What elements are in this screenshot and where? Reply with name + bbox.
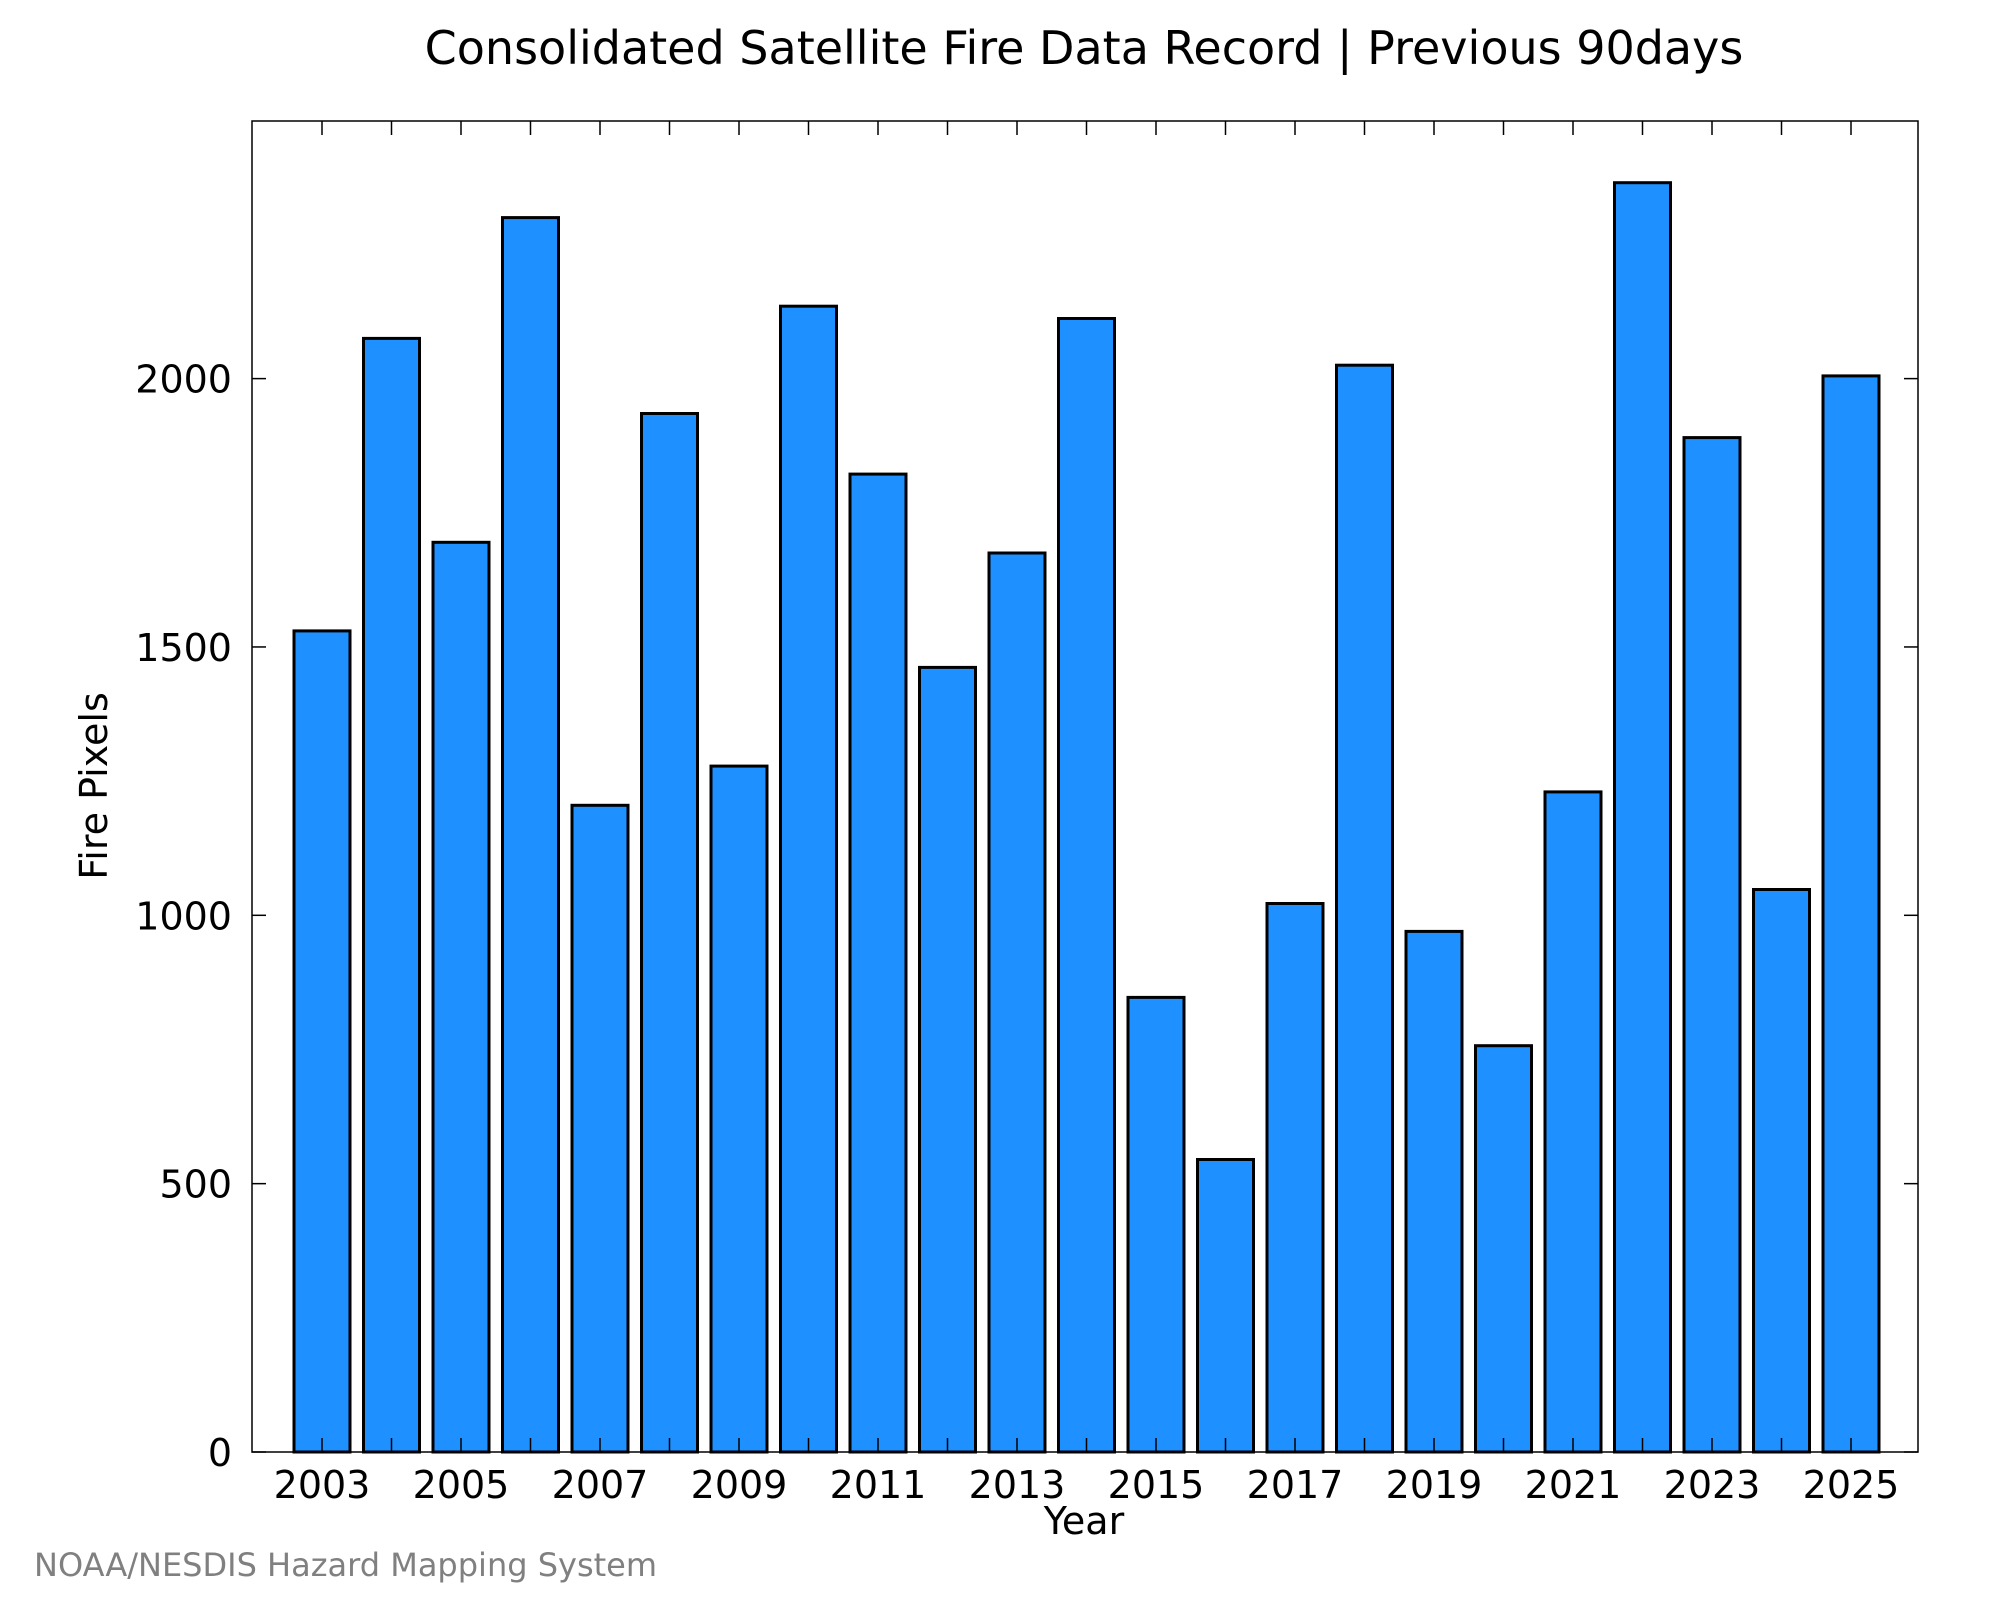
bar-2011 bbox=[848, 472, 908, 1454]
x-axis-label: Year bbox=[1043, 1499, 1125, 1543]
x-tick-label-2019: 2019 bbox=[1386, 1463, 1483, 1507]
bar-2015 bbox=[1126, 995, 1186, 1454]
bar-2010 bbox=[779, 304, 838, 1454]
bar-2016 bbox=[1196, 1158, 1255, 1454]
bar-2009 bbox=[709, 764, 769, 1454]
bar-2008 bbox=[640, 412, 699, 1454]
credit-text: NOAA/NESDIS Hazard Mapping System bbox=[34, 1546, 657, 1584]
x-tick-label-2009: 2009 bbox=[691, 1463, 788, 1507]
plot-frame bbox=[251, 120, 1919, 1453]
bar-2014 bbox=[1057, 317, 1116, 1454]
x-tick-label-2007: 2007 bbox=[552, 1463, 649, 1507]
y-tick-label-2000: 2000 bbox=[135, 358, 232, 402]
bar-2007 bbox=[570, 803, 630, 1454]
x-tick-label-2003: 2003 bbox=[274, 1463, 371, 1507]
bars-group bbox=[292, 181, 1881, 1454]
bar-2019 bbox=[1404, 929, 1464, 1454]
x-tick-label-2011: 2011 bbox=[830, 1463, 927, 1507]
bar-2021 bbox=[1543, 790, 1603, 1454]
bar-2004 bbox=[362, 336, 421, 1454]
y-tick-label-500: 500 bbox=[159, 1163, 232, 1207]
bar-2017 bbox=[1265, 902, 1325, 1454]
x-tick-label-2017: 2017 bbox=[1247, 1463, 1344, 1507]
bar-2022 bbox=[1613, 181, 1672, 1454]
bar-2012 bbox=[918, 665, 977, 1454]
x-tick-label-2025: 2025 bbox=[1803, 1463, 1900, 1507]
bar-2023 bbox=[1682, 436, 1742, 1454]
x-tick-label-2015: 2015 bbox=[1108, 1463, 1205, 1507]
bar-2013 bbox=[987, 551, 1047, 1454]
bar-2025 bbox=[1821, 374, 1881, 1454]
bar-2005 bbox=[431, 540, 491, 1454]
y-axis-label: Fire Pixels bbox=[72, 692, 116, 880]
bar-2020 bbox=[1474, 1044, 1533, 1454]
bar-2018 bbox=[1335, 363, 1394, 1454]
bar-2006 bbox=[501, 216, 560, 1454]
chart-title: Consolidated Satellite Fire Data Record … bbox=[425, 21, 1744, 76]
bar-2003 bbox=[292, 629, 352, 1454]
y-tick-label-1500: 1500 bbox=[135, 626, 232, 670]
ticks-group: 2003 2005 2007 2009 2011 2013 2015 2017 2019 2021… bbox=[135, 121, 1918, 1507]
x-tick-label-2005: 2005 bbox=[413, 1463, 510, 1507]
x-tick-label-2021: 2021 bbox=[1525, 1463, 1622, 1507]
y-tick-label-0: 0 bbox=[208, 1431, 232, 1475]
y-tick-label-1000: 1000 bbox=[135, 894, 232, 938]
bar-2024 bbox=[1752, 888, 1811, 1454]
x-tick-label-2023: 2023 bbox=[1664, 1463, 1761, 1507]
x-tick-label-2013: 2013 bbox=[969, 1463, 1066, 1507]
